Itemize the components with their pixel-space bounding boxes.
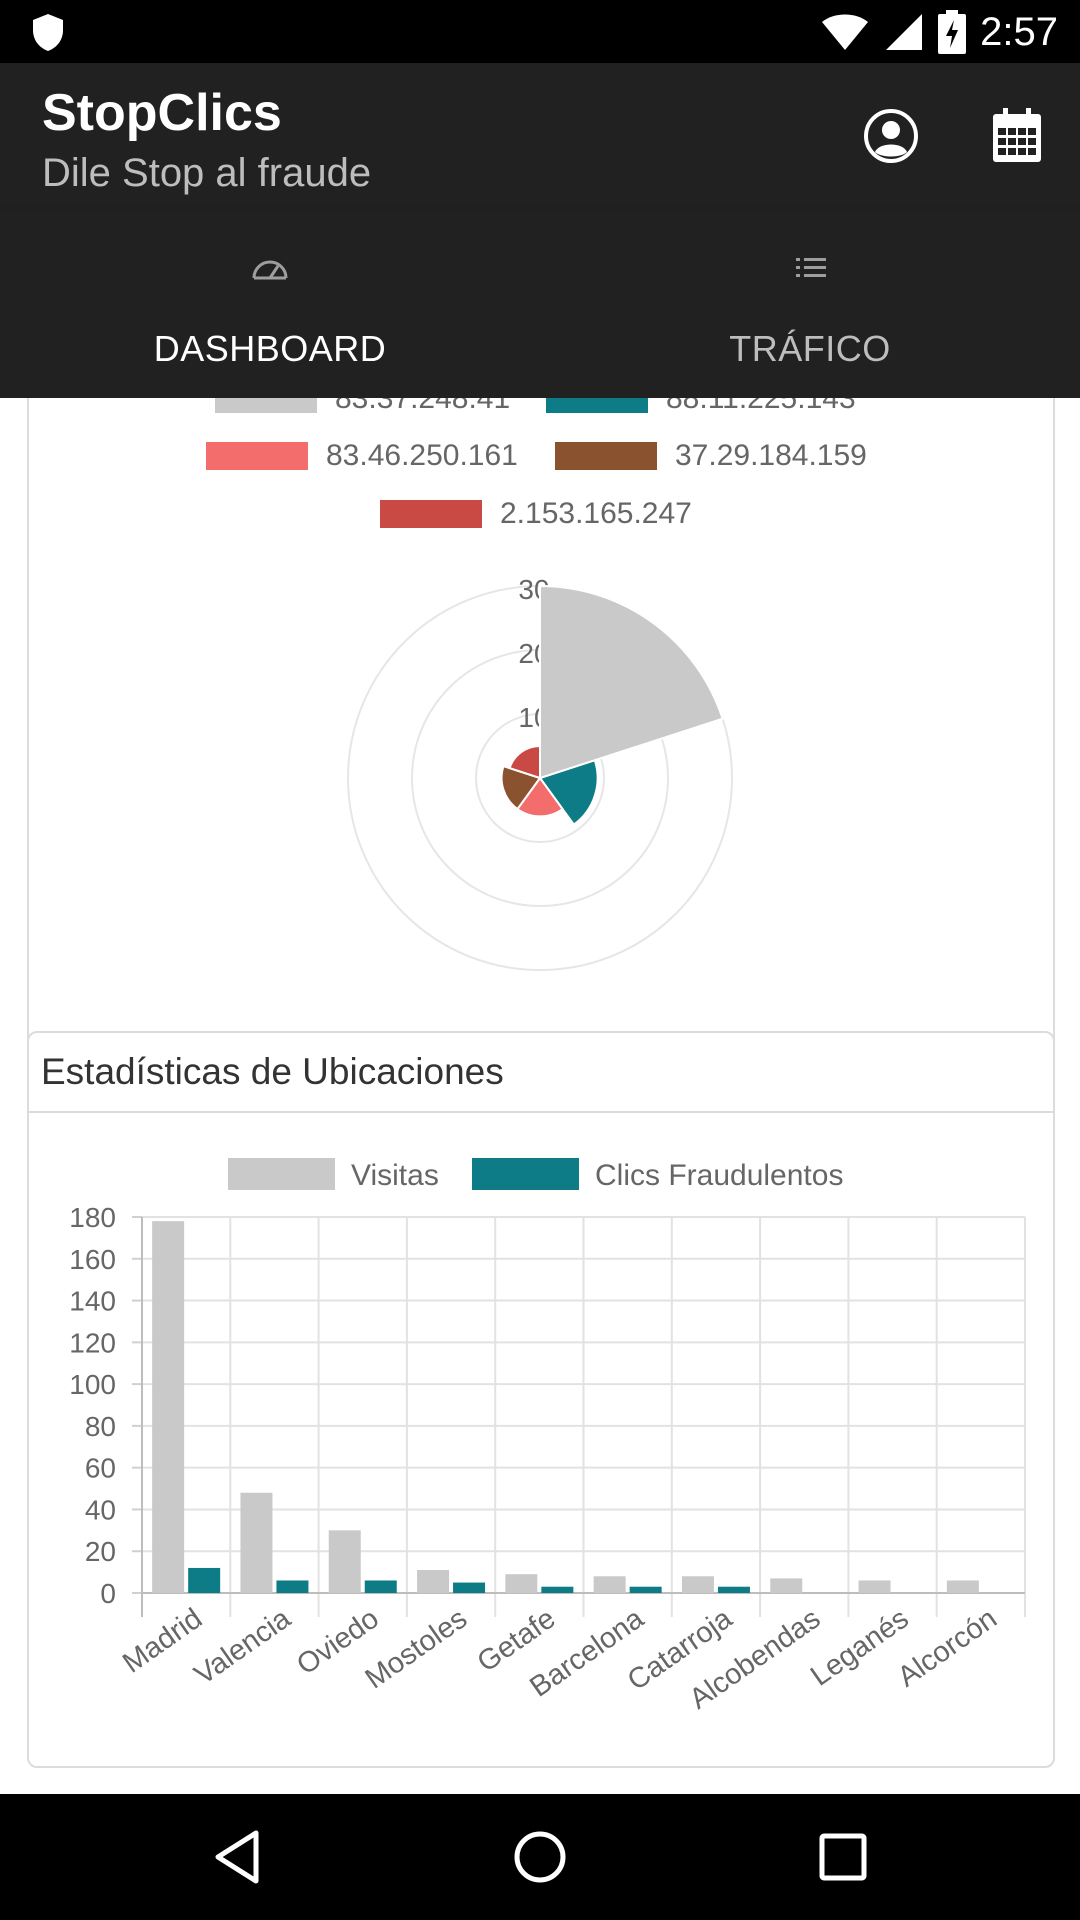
x-tick-label: Valencia [189,1602,297,1691]
locations-bar-chart: Visitas Clics Fraudulentos 0 20 40 60 80 100 120… [69,1158,1026,1716]
legend-label: 83.46.250.161 [326,439,518,472]
bar-visitas[interactable] [593,1576,626,1593]
x-tick-label: Alcorcón [892,1603,1003,1694]
ip-legend-item[interactable]: 88.11.225.143 [546,398,856,417]
legend-swatch [472,1158,579,1190]
ip-legend-item[interactable]: 37.29.184.159 [555,438,867,474]
account-circle-icon [864,109,918,163]
shield-icon [33,14,63,51]
wifi-icon [822,14,869,50]
dashboard-content[interactable]: 83.37.248.41 88.11.225.143 83.46.250.161… [0,398,1080,1794]
y-tick-label: 80 [85,1411,116,1442]
bar-clics-fraudulentos[interactable] [364,1580,397,1593]
account-button[interactable] [851,96,931,176]
bar-clics-fraudulentos[interactable] [629,1586,662,1593]
tab-dashboard[interactable]: DASHBOARD [0,210,540,398]
y-tick-label: 20 [85,1536,116,1567]
tab-trafico-label: TRÁFICO [729,328,891,369]
tab-trafico[interactable]: TRÁFICO [540,210,1080,398]
polar-sector[interactable] [500,764,542,811]
battery-charging-icon [938,10,967,54]
y-tick-label: 100 [69,1369,116,1400]
bar-visitas[interactable] [681,1576,714,1593]
back-icon [215,1830,259,1884]
polar-sector-top[interactable] [539,584,724,780]
recents-icon [819,1833,867,1881]
y-tick-label: 40 [85,1494,116,1525]
home-icon [514,1831,566,1883]
navigation-bar [0,1794,1080,1920]
ip-legend-item[interactable]: 83.46.250.161 [206,438,518,474]
legend-swatch [206,442,308,470]
bar-visitas[interactable] [152,1221,185,1593]
app-bar: StopClics Dile Stop al fraude [0,63,1080,210]
status-bar: 2:57 [0,0,1080,63]
clock: 2:57 [980,9,1058,54]
ip-legend-item[interactable]: 83.37.248.41 [215,398,510,417]
bar-visitas[interactable] [240,1492,273,1593]
calendar-button[interactable] [977,96,1057,176]
y-tick-label: 60 [85,1453,116,1484]
y-tick-label: 140 [69,1286,116,1317]
legend-swatch [215,398,317,413]
x-tick-label: Mostoles [360,1603,473,1696]
calendar-icon [993,108,1041,162]
bar-clics-fraudulentos[interactable] [276,1580,309,1593]
y-tick-label: 180 [69,1202,116,1233]
legend-swatch [546,398,648,413]
y-tick-label: 120 [69,1327,116,1358]
bar-clics-fraudulentos[interactable] [541,1586,574,1593]
ip-legend-item[interactable]: 2.153.165.247 [380,496,692,532]
back-button[interactable] [202,1822,272,1892]
locations-card-header: Estadísticas de Ubicaciones [29,1033,1053,1113]
app-subtitle: Dile Stop al fraude [42,151,372,195]
bar-clics-fraudulentos[interactable] [717,1586,750,1593]
list-icon [796,258,826,277]
bar-visitas[interactable] [946,1580,979,1593]
bar-clics-fraudulentos[interactable] [188,1567,221,1593]
legend-label: 88.11.225.143 [666,398,856,415]
x-tick-label: Leganés [805,1603,915,1693]
bar-legend-item[interactable]: Visitas [228,1158,439,1192]
legend-label: Clics Fraudulentos [595,1159,843,1192]
bar-visitas[interactable] [417,1570,450,1593]
legend-swatch [555,442,657,470]
polar-sector[interactable] [516,776,564,818]
speedometer-icon [252,260,288,280]
bar-visitas[interactable] [505,1574,538,1593]
tab-dashboard-label: DASHBOARD [153,328,387,369]
polar-sector[interactable] [538,758,599,826]
ip-legend-row-3: 2.153.165.247 [0,496,1080,532]
bar-legend-item[interactable]: Clics Fraudulentos [472,1158,843,1192]
legend-label: 2.153.165.247 [500,497,692,530]
y-tick-label: 160 [69,1244,116,1275]
ip-legend-row-1: 83.37.248.41 88.11.225.143 [0,398,1080,417]
bar-clics-fraudulentos[interactable] [453,1582,486,1593]
bar-visitas[interactable] [858,1580,891,1593]
legend-label: 83.37.248.41 [335,398,511,415]
legend-swatch [228,1158,335,1190]
app-title: StopClics [42,84,282,142]
bar-visitas[interactable] [770,1578,803,1593]
signal-icon [886,14,923,50]
locations-card: Estadísticas de Ubicaciones [27,1031,1055,1768]
y-tick-label: 0 [100,1578,116,1609]
ip-legend-row-2: 83.46.250.161 37.29.184.159 [0,438,1080,474]
legend-swatch [380,500,482,528]
legend-label: Visitas [351,1159,439,1192]
legend-label: 37.29.184.159 [675,439,867,472]
home-button[interactable] [505,1822,575,1892]
locations-card-title: Estadísticas de Ubicaciones [41,1051,504,1092]
recents-button[interactable] [808,1822,878,1892]
bar-visitas[interactable] [328,1530,361,1593]
tab-bar: DASHBOARD TRÁFICO [0,210,1080,398]
